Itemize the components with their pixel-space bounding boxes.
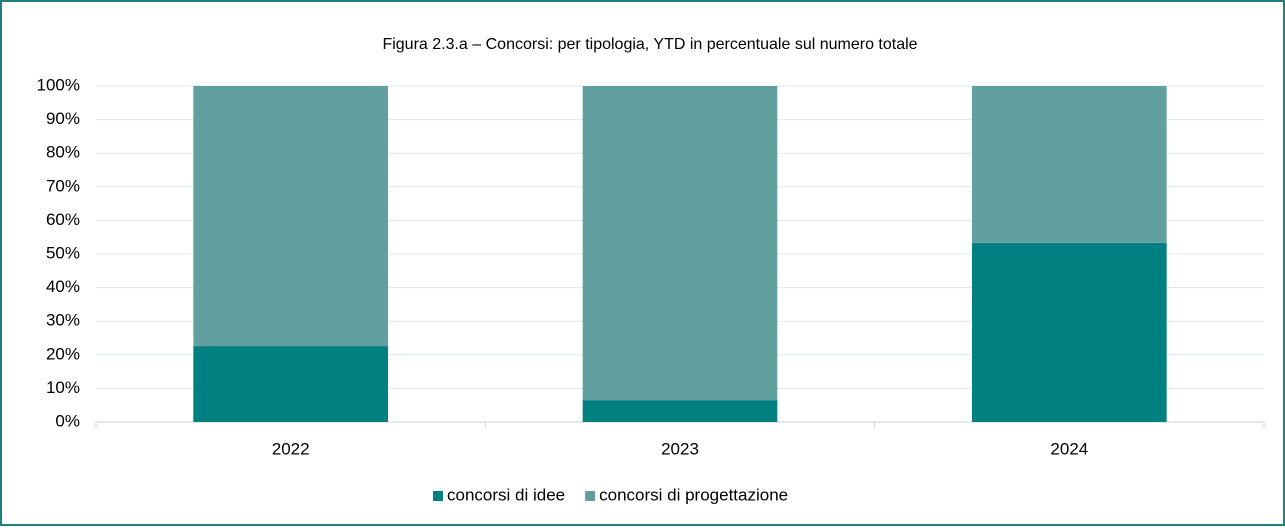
y-tick-label: 40% (46, 277, 80, 296)
y-tick-label: 70% (46, 176, 80, 195)
bar-segment (972, 86, 1167, 243)
bar-segment (193, 346, 388, 422)
y-tick-label: 10% (46, 378, 80, 397)
bar-segment (582, 400, 778, 422)
y-tick-label: 50% (46, 243, 80, 262)
x-tick-label: 2022 (272, 439, 310, 458)
x-tick-label: 2023 (661, 439, 699, 458)
bar-segment (972, 242, 1167, 422)
y-tick-label: 90% (46, 109, 80, 128)
legend-label: concorsi di idee (447, 485, 565, 504)
y-tick-label: 20% (46, 344, 80, 363)
chart-title: Figura 2.3.a – Concorsi: per tipologia, … (382, 36, 917, 53)
y-tick-label: 80% (46, 143, 80, 162)
y-tick-label: 60% (46, 210, 80, 229)
y-tick-label: 100% (37, 75, 80, 94)
legend-swatch (433, 491, 443, 501)
y-tick-label: 30% (46, 311, 80, 330)
bar-segment (582, 86, 778, 401)
x-tick-label: 2024 (1050, 439, 1088, 458)
legend-swatch (585, 491, 596, 501)
legend-label: concorsi di progettazione (599, 485, 788, 504)
bar-segment (193, 86, 388, 347)
y-tick-label: 0% (55, 411, 80, 430)
